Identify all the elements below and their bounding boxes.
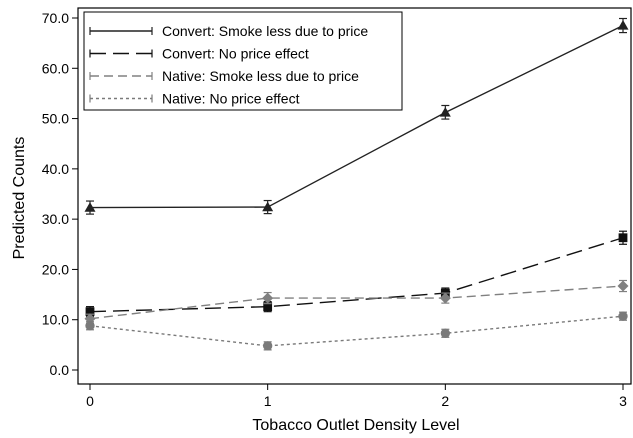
- legend-label: Native: No price effect: [162, 91, 300, 107]
- data-point: [262, 201, 274, 212]
- y-tick-label: 30.0: [42, 211, 69, 227]
- x-tick-label: 1: [264, 393, 272, 409]
- y-tick-label: 50.0: [42, 111, 69, 127]
- data-point: [440, 328, 451, 338]
- data-point: [439, 107, 451, 117]
- series-line: [89, 237, 624, 313]
- legend-box: [83, 11, 403, 111]
- legend-label: Native: Smoke less due to price: [162, 68, 359, 84]
- legend: Convert: Smoke less due to price Convert:…: [83, 11, 403, 111]
- data-point: [85, 321, 95, 331]
- y-tick-label: 10.0: [42, 312, 69, 328]
- series-0: [84, 17, 629, 215]
- series-2: [84, 279, 629, 325]
- data-point: [618, 233, 628, 243]
- x-tick-label: 3: [619, 393, 627, 409]
- data-point: [617, 20, 629, 30]
- series-line: [89, 24, 624, 209]
- y-axis-title: Predicted Counts: [11, 137, 28, 260]
- x-axis-title: Tobacco Outlet Density Level: [252, 417, 459, 434]
- y-tick-label: 0.0: [50, 362, 70, 378]
- series-line: [89, 285, 624, 320]
- y-tick-label: 20.0: [42, 261, 69, 277]
- y-tick-label: 40.0: [42, 161, 69, 177]
- y-tick-label: 70.0: [42, 10, 69, 26]
- data-point: [262, 292, 274, 304]
- data-point: [263, 302, 273, 312]
- legend-label: Convert: No price effect: [162, 46, 309, 62]
- data-point: [617, 280, 629, 292]
- x-tick-label: 2: [441, 393, 449, 409]
- x-tick-label: 0: [86, 393, 94, 409]
- series-3: [85, 311, 628, 351]
- series-1: [85, 230, 628, 318]
- legend-label: Convert: Smoke less due to price: [162, 23, 368, 39]
- axes: 0.0 10.0 20.0 30.0 40.0 50.0 60.0 70.0 0 1 2 3: [42, 10, 627, 409]
- plot-frame: [77, 7, 632, 385]
- series-layer: [84, 17, 629, 351]
- data-point: [85, 307, 95, 317]
- y-tick-label: 60.0: [42, 60, 69, 76]
- data-point: [439, 292, 451, 304]
- data-point: [84, 202, 96, 212]
- data-point: [262, 341, 273, 351]
- series-line: [89, 315, 624, 347]
- data-point: [618, 311, 628, 321]
